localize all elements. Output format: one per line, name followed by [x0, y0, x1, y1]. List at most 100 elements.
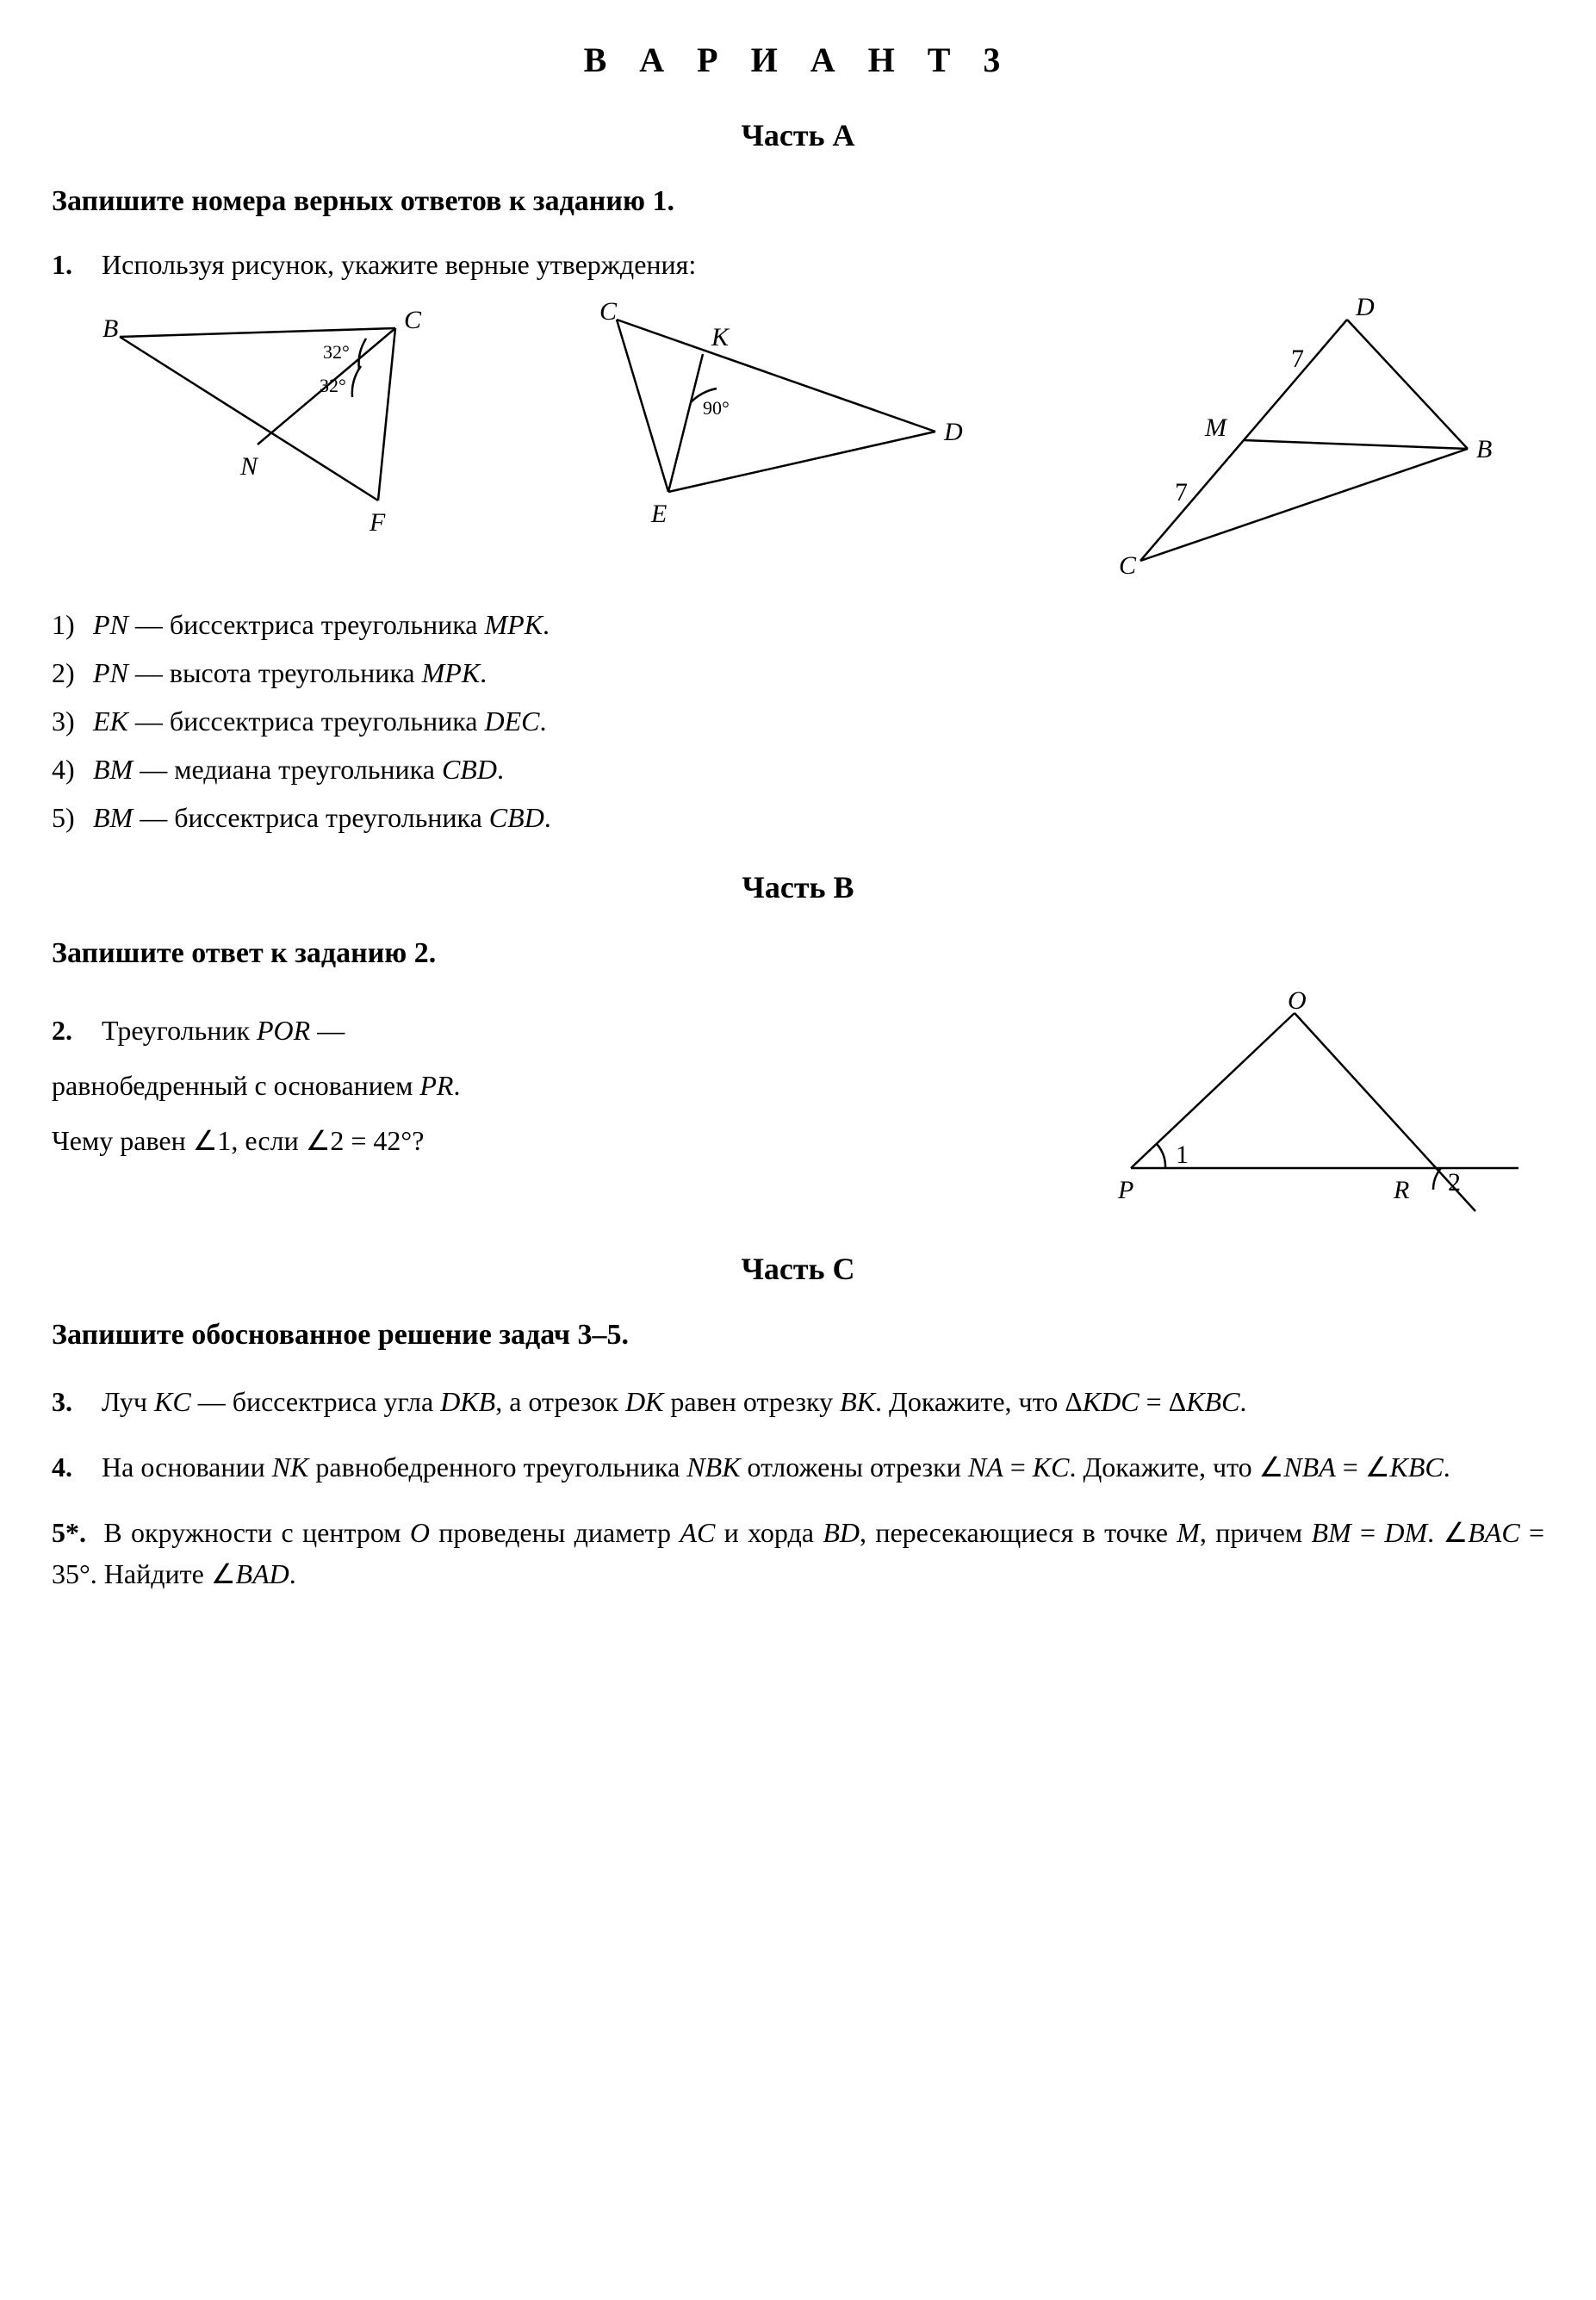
fig3-side-2: 7: [1175, 478, 1188, 507]
fig-t2-a1: 1: [1176, 1141, 1189, 1169]
task2-l3: Чему равен ∠1, если ∠2 = 42°?: [52, 1120, 1062, 1161]
t3d: DKB: [440, 1386, 495, 1417]
t5n: BAC: [1468, 1517, 1519, 1548]
fig2-label-K: K: [711, 323, 730, 351]
t3j: KDC: [1083, 1386, 1140, 1417]
t3l: KBC: [1186, 1386, 1239, 1417]
t4i: . Докажите, что ∠: [1069, 1451, 1283, 1483]
t5p: BAD: [236, 1558, 289, 1589]
t5f: BD: [823, 1517, 860, 1548]
opt-1-num: 1): [52, 604, 93, 645]
t5h: M: [1177, 1517, 1200, 1548]
figure-2: C K D E 90°: [565, 302, 961, 526]
opt-5-end: .: [544, 802, 551, 833]
fig-t2-P: P: [1117, 1176, 1133, 1204]
opt-4-end: .: [497, 754, 504, 785]
opt-3-num: 3): [52, 700, 93, 742]
t4d: NBK: [686, 1451, 740, 1483]
opt-4-post: — медиана треугольника: [133, 754, 442, 785]
opt-5-pre: BM: [93, 802, 133, 833]
fig2-angle: 90°: [703, 397, 730, 419]
opt-5-num: 5): [52, 797, 93, 838]
task2-num: 2.: [52, 1010, 95, 1051]
t5m: . ∠: [1427, 1517, 1468, 1548]
opt-4-num: 4): [52, 749, 93, 790]
t4l: KBC: [1390, 1451, 1444, 1483]
opt-2-end: .: [480, 657, 487, 688]
opt-5-tri: CBD: [489, 802, 544, 833]
fig1-label-C: C: [404, 306, 422, 334]
task2-l1a: Треугольник: [102, 1015, 257, 1046]
fig1-label-F: F: [369, 508, 386, 537]
t5i: , причем: [1200, 1517, 1312, 1548]
task2-l2c: .: [453, 1070, 460, 1101]
figure-task2: O P R 1 2: [1096, 996, 1544, 1220]
opt-2: 2)PN — высота треугольника MPK.: [52, 652, 1544, 693]
t5l: DM: [1384, 1517, 1427, 1548]
part-b-title: Часть B: [52, 864, 1544, 911]
opt-2-num: 2): [52, 652, 93, 693]
figure-3: D B C M 7 7: [1063, 302, 1494, 578]
variant-title: В А Р И А Н Т 3: [52, 34, 1544, 86]
figures-row: B C F N 32° 32° C K D E 90° D B: [52, 302, 1544, 578]
t3i: . Докажите, что Δ: [875, 1386, 1083, 1417]
t5b: O: [410, 1517, 430, 1548]
t4e: отложены отрезки: [741, 1451, 968, 1483]
fig2-label-C: C: [599, 297, 618, 326]
task1-line: 1. Используя рисунок, укажите верные утв…: [52, 244, 1544, 285]
part-a-title: Часть A: [52, 112, 1544, 159]
opt-3-post: — биссектриса треугольника: [128, 706, 485, 737]
opt-3-end: .: [539, 706, 546, 737]
task1-text: Используя рисунок, укажите верные утверж…: [102, 249, 696, 280]
opt-1-end: .: [543, 609, 550, 640]
t3e: , а отрезок: [495, 1386, 625, 1417]
fig1-label-N: N: [239, 452, 259, 481]
t5j: BM: [1311, 1517, 1351, 1548]
task3: 3. Луч KC — биссектриса угла DKB, а отре…: [52, 1381, 1544, 1422]
t4a: На основании: [102, 1451, 272, 1483]
fig3-side-1: 7: [1291, 345, 1304, 373]
t5q: .: [289, 1558, 296, 1589]
opt-5: 5)BM — биссектриса треугольника CBD.: [52, 797, 1544, 838]
t4f: NA: [968, 1451, 1003, 1483]
task1-options: 1)PN — биссектриса треугольника MPK. 2)P…: [52, 604, 1544, 838]
fig2-label-E: E: [650, 500, 667, 528]
t4j: NBA: [1283, 1451, 1335, 1483]
task2-text: 2. Треугольник POR — равнобедренный с ос…: [52, 996, 1062, 1175]
fig-t2-R: R: [1393, 1176, 1409, 1204]
t5e: и хорда: [715, 1517, 823, 1548]
opt-4-tri: CBD: [442, 754, 497, 785]
opt-1-pre: PN: [93, 609, 128, 640]
opt-3: 3)EK — биссектриса треугольника DEC.: [52, 700, 1544, 742]
opt-4-pre: BM: [93, 754, 133, 785]
fig1-label-B: B: [102, 314, 118, 343]
t5d: AC: [680, 1517, 715, 1548]
task4-num: 4.: [52, 1446, 95, 1488]
t5a: В окружности с центром: [103, 1517, 409, 1548]
t4k: = ∠: [1336, 1451, 1390, 1483]
t4h: KC: [1033, 1451, 1070, 1483]
t4g: =: [1003, 1451, 1033, 1483]
opt-5-post: — биссектриса треугольника: [133, 802, 489, 833]
task5: 5*. В окружности с центром O проведены д…: [52, 1512, 1544, 1594]
task3-num: 3.: [52, 1381, 95, 1422]
task2-l2a: равнобедренный с основанием: [52, 1070, 419, 1101]
opt-1: 1)PN — биссектриса треугольника MPK.: [52, 604, 1544, 645]
t3f: DK: [625, 1386, 663, 1417]
task2-l2b: PR: [419, 1070, 453, 1101]
opt-3-pre: EK: [93, 706, 128, 737]
task5-num: 5*.: [52, 1512, 95, 1553]
t3k: = Δ: [1140, 1386, 1187, 1417]
part-b-instruction: Запишите ответ к заданию 2.: [52, 931, 1544, 975]
t3g: равен отрезку: [663, 1386, 840, 1417]
task2-wrap: 2. Треугольник POR — равнобедренный с ос…: [52, 996, 1544, 1220]
part-c-title: Часть C: [52, 1246, 1544, 1292]
opt-2-tri: MPK: [422, 657, 481, 688]
fig1-angle-1: 32°: [323, 341, 350, 363]
fig-t2-O: O: [1288, 986, 1307, 1015]
t3b: KC: [154, 1386, 191, 1417]
t5c: проведены диаметр: [430, 1517, 680, 1548]
opt-2-pre: PN: [93, 657, 128, 688]
fig3-label-C: C: [1119, 551, 1137, 580]
opt-2-post: — высота треугольника: [128, 657, 422, 688]
